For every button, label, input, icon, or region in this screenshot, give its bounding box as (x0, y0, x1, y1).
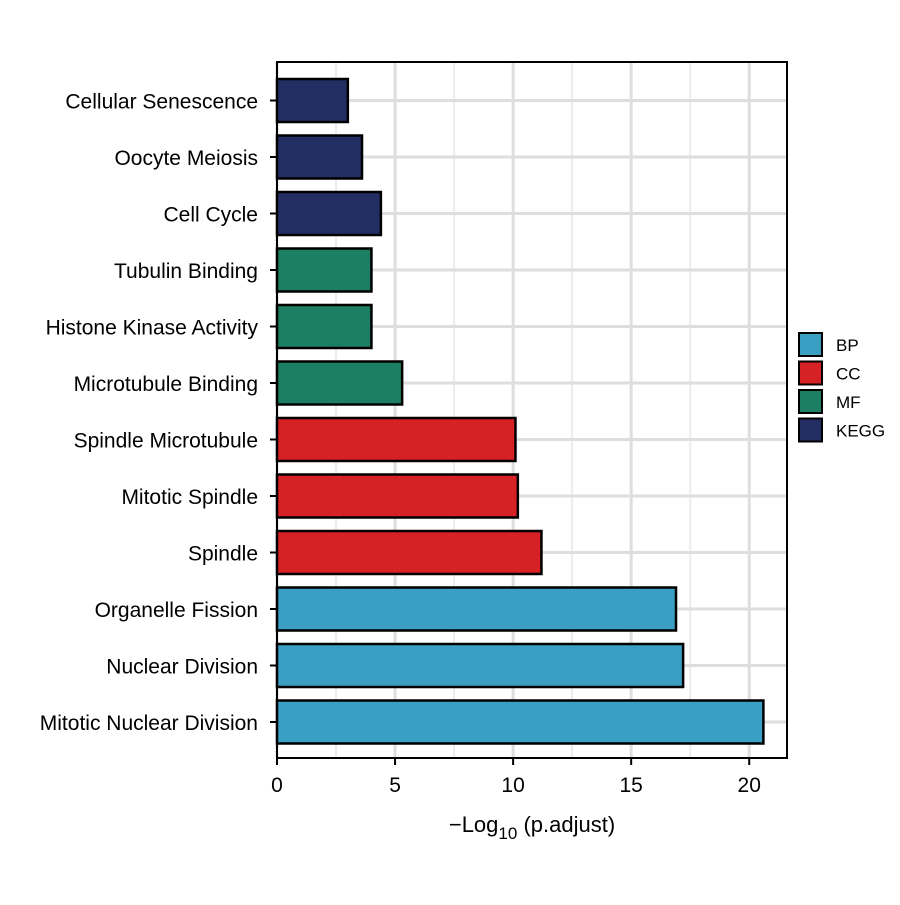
legend-swatch (798, 417, 823, 443)
legend-label: KEGG (836, 422, 885, 441)
bar (275, 586, 678, 632)
x-tick-label: 10 (501, 774, 524, 797)
y-tick-label: Nuclear Division (106, 656, 258, 679)
x-axis-title: −Log10 (p.adjust) (449, 812, 615, 843)
bar (275, 247, 373, 293)
x-tick-label: 0 (271, 774, 283, 797)
bar (275, 190, 383, 237)
bars (275, 77, 765, 745)
y-tick-label: Cellular Senescence (65, 91, 258, 114)
bar (275, 699, 765, 745)
bar (275, 642, 685, 689)
y-tick-label: Organelle Fission (95, 599, 258, 622)
y-tick-label: Mitotic Spindle (121, 486, 258, 509)
y-tick-label: Spindle (188, 543, 258, 566)
y-tick-label: Histone Kinase Activity (46, 317, 259, 340)
y-tick-label: Oocyte Meiosis (114, 147, 258, 170)
legend-swatch (798, 360, 823, 386)
legend: BP CC MF KEGG (798, 332, 885, 443)
y-tick-label: Cell Cycle (163, 204, 258, 227)
bar (275, 134, 364, 180)
y-tick-label: Spindle Microtubule (74, 430, 258, 453)
legend-swatch (798, 332, 823, 357)
y-tick-label: Microtubule Binding (74, 373, 258, 396)
x-tick-label: 5 (389, 774, 401, 797)
plot-panel-border (276, 61, 788, 759)
x-ticks: 0 5 10 15 20 (271, 758, 761, 797)
bar (275, 473, 520, 519)
y-tick-label: Mitotic Nuclear Division (40, 712, 258, 735)
bar (275, 77, 350, 124)
y-tick-labels: Mitotic Nuclear Division Nuclear Division… (40, 91, 277, 735)
y-tick-label: Tubulin Binding (114, 260, 258, 283)
bar (275, 303, 373, 350)
bar (275, 529, 543, 576)
legend-label: BP (836, 336, 859, 355)
x-tick-label: 15 (619, 774, 642, 797)
bar (275, 360, 404, 406)
legend-swatch (798, 389, 823, 414)
legend-label: MF (836, 393, 861, 412)
bar (275, 416, 517, 463)
legend-label: CC (836, 365, 861, 384)
x-tick-label: 20 (738, 774, 761, 797)
